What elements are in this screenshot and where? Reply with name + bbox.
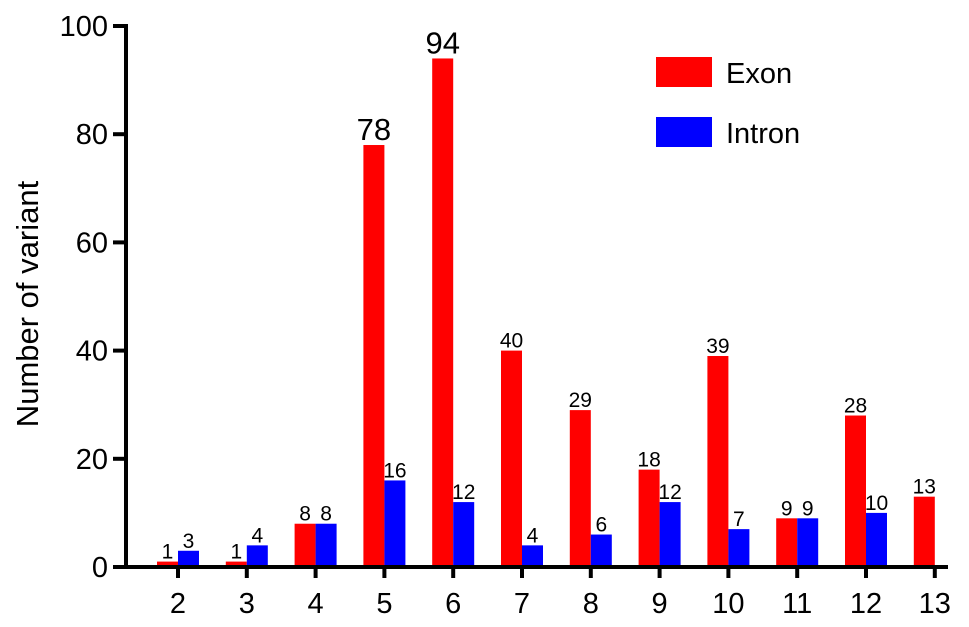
- bar-exon-8: [569, 410, 591, 567]
- legend: Exon Intron: [656, 57, 800, 150]
- value-label-exon-8: 29: [569, 389, 592, 412]
- value-label-intron-6: 12: [452, 481, 475, 504]
- value-label-exon-6: 94: [425, 25, 459, 60]
- bar-exon-2: [157, 561, 178, 567]
- x-tick-label-4: 4: [308, 588, 324, 620]
- x-tick-label-9: 9: [652, 588, 668, 620]
- value-label-exon-4: 8: [299, 503, 311, 526]
- value-label-intron-11: 9: [802, 497, 814, 520]
- bar-intron-11: [797, 518, 819, 567]
- x-tick-label-13: 13: [919, 588, 951, 620]
- bar-exon-13: [913, 496, 935, 567]
- y-tick-label-60: 60: [76, 227, 108, 259]
- bar-exon-12: [845, 415, 866, 567]
- value-label-exon-5: 78: [357, 112, 391, 147]
- x-tick-label-10: 10: [712, 588, 744, 620]
- bar-intron-8: [590, 534, 612, 567]
- bar-exon-7: [501, 350, 522, 567]
- bar-intron-3: [246, 545, 268, 567]
- value-label-intron-12: 10: [865, 492, 888, 515]
- bar-intron-4: [315, 523, 337, 567]
- x-tick-label-7: 7: [514, 588, 530, 620]
- y-tick-label-0: 0: [92, 552, 108, 584]
- bar-intron-7: [522, 545, 543, 567]
- value-label-exon-13: 13: [913, 476, 936, 499]
- x-tick-label-8: 8: [583, 588, 599, 620]
- value-label-intron-5: 16: [383, 459, 406, 482]
- x-tick-label-5: 5: [376, 588, 392, 620]
- value-label-intron-7: 4: [527, 524, 539, 547]
- legend-swatch-exon: [656, 57, 712, 87]
- y-tick-label-100: 100: [60, 11, 108, 43]
- bar-exon-3: [225, 561, 247, 567]
- value-label-exon-7: 40: [500, 330, 523, 353]
- legend-swatch-intron: [656, 117, 712, 147]
- value-label-exon-2: 1: [162, 541, 174, 564]
- y-axis-title: Number of variant: [10, 180, 45, 427]
- bars-layer: [157, 58, 935, 568]
- y-tick-label-20: 20: [76, 444, 108, 476]
- value-label-intron-3: 4: [251, 524, 263, 547]
- legend-label-intron: Intron: [726, 118, 800, 150]
- bar-intron-6: [453, 502, 475, 567]
- value-label-intron-2: 3: [183, 530, 195, 553]
- value-label-exon-10: 39: [706, 335, 729, 358]
- value-label-intron-9: 12: [658, 481, 681, 504]
- bar-intron-10: [728, 529, 750, 567]
- bar-intron-2: [178, 550, 199, 567]
- bar-exon-11: [776, 518, 798, 567]
- value-label-intron-10: 7: [733, 508, 745, 531]
- bar-intron-9: [659, 502, 681, 567]
- x-tick-label-12: 12: [850, 588, 882, 620]
- value-label-exon-12: 28: [844, 395, 867, 418]
- y-tick-label-80: 80: [76, 119, 108, 151]
- bar-exon-5: [363, 145, 385, 567]
- value-label-exon-11: 9: [781, 497, 793, 520]
- bar-intron-5: [384, 480, 406, 567]
- x-tick-label-11: 11: [782, 588, 812, 620]
- bar-exon-4: [294, 523, 316, 567]
- bar-exon-10: [707, 356, 729, 567]
- legend-label-exon: Exon: [726, 58, 792, 90]
- bar-intron-12: [866, 512, 887, 567]
- x-tick-label-3: 3: [239, 588, 255, 620]
- bar-exon-6: [432, 58, 454, 568]
- y-tick-label-40: 40: [76, 336, 108, 368]
- value-label-intron-4: 8: [320, 503, 332, 526]
- value-label-intron-8: 6: [595, 514, 607, 537]
- value-label-exon-3: 1: [230, 541, 242, 564]
- value-label-exon-9: 18: [637, 449, 660, 472]
- x-tick-label-2: 2: [170, 588, 186, 620]
- x-tick-label-6: 6: [445, 588, 461, 620]
- bar-exon-9: [638, 469, 660, 567]
